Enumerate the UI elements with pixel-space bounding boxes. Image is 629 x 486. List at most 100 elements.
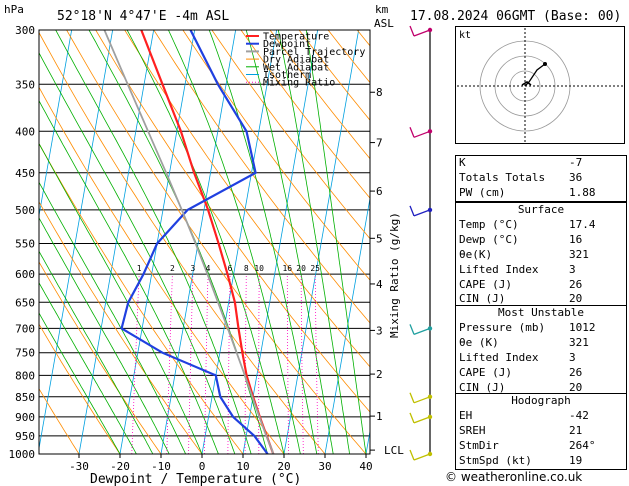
wind-barb-dot — [427, 129, 433, 134]
most-unstable-title: Most Unstable — [497, 306, 585, 319]
km-tick-label: 2 — [376, 368, 383, 381]
pressure-tick-label: 550 — [15, 237, 35, 250]
wet-adiabat-line — [88, 30, 268, 454]
hodograph-title: Hodograph — [511, 394, 571, 407]
credit-text: © weatheronline.co.uk — [445, 470, 583, 484]
hodograph-storm-motion — [521, 81, 532, 86]
location-title: 52°18'N 4°47'E -4m ASL — [57, 9, 229, 24]
pressure-tick-label: 950 — [15, 430, 35, 443]
wind-barb — [409, 412, 431, 424]
dry-adiabat-line — [95, 30, 370, 413]
pressure-tick-label: 800 — [15, 369, 35, 382]
x-axis-label: Dewpoint / Temperature (°C) — [90, 472, 301, 486]
km-tick-label: LCL — [384, 444, 404, 457]
hodo-row: SREH 21 — [459, 423, 583, 437]
km-tick-label: 3 — [376, 324, 383, 337]
legend-label: Dry Adiabat — [263, 55, 329, 66]
mixing-ratio-line — [300, 274, 304, 454]
surface-row: θe(K) 321 — [459, 247, 589, 261]
wet-adiabat-line — [39, 312, 121, 454]
x-tick-label: -30 — [69, 460, 89, 473]
mixing-ratio-line — [258, 274, 260, 454]
wet-adiabat-line — [277, 30, 350, 454]
pressure-tick-label: 900 — [15, 411, 35, 424]
pressure-tick-label: 1000 — [9, 448, 36, 461]
dry-adiabat-line — [39, 387, 80, 454]
hodo-row: StmDir 264° — [459, 438, 596, 452]
x-tick-label: -10 — [151, 460, 171, 473]
legend-label: Dewpoint — [263, 39, 311, 50]
mixing-ratio-label: 3 — [190, 264, 195, 273]
dry-adiabat-line — [39, 261, 162, 454]
wind-barb — [409, 205, 431, 217]
mixing-ratio-line — [286, 274, 290, 454]
hodograph-trace — [524, 63, 546, 87]
legend-label: Temperature — [263, 32, 329, 43]
mixing-ratio-axis-label: Mixing Ratio (g/kg) — [388, 212, 401, 338]
pressure-tick-label: 700 — [15, 322, 35, 335]
wind-barb-dot — [427, 394, 433, 399]
hodograph-kt-label: kt — [459, 30, 471, 41]
dry-adiabat-line — [39, 86, 285, 454]
wet-adiabat-line — [39, 250, 154, 454]
dry-adiabat-line — [211, 30, 370, 240]
km-tick-label: 7 — [376, 137, 383, 150]
isotherm-line — [39, 30, 114, 451]
datetime-title: 17.08.2024 06GMT (Base: 00) — [410, 9, 621, 24]
wind-barb — [409, 25, 431, 37]
isotherm-line — [78, 30, 155, 454]
wet-adiabat-line — [126, 30, 285, 454]
mixing-ratio-line — [188, 274, 194, 454]
isotherm-line — [39, 30, 73, 218]
hodograph-end-point — [543, 62, 547, 66]
wet-adiabat-line — [245, 30, 334, 454]
x-tick-label: 0 — [199, 460, 206, 473]
pressure-tick-label: 400 — [15, 125, 35, 138]
mu-row: θe (K) 321 — [459, 335, 589, 349]
dry-adiabat-line — [182, 30, 370, 281]
pressure-tick-label: 450 — [15, 167, 35, 180]
km-tick-label: 5 — [376, 232, 383, 245]
mu-row: Lifted Index 3 — [459, 350, 576, 364]
surface-row: Temp (°C) 17.4 — [459, 217, 596, 231]
wet-adiabat-line — [55, 30, 252, 454]
wind-barb — [409, 392, 431, 404]
indices-table: K -7 Totals Totals 36 PW (cm) 1.88 — [455, 155, 627, 202]
x-tick-label: 10 — [236, 460, 249, 473]
mixing-ratio-line — [131, 274, 140, 454]
mixing-ratio-line — [227, 274, 231, 454]
wind-barb-dot — [427, 326, 433, 331]
wind-barb — [409, 127, 431, 138]
mixing-ratio-line — [166, 274, 173, 454]
isotherm-line — [324, 196, 370, 454]
isotherm-line — [160, 30, 237, 454]
pressure-tick-label: 650 — [15, 296, 35, 309]
mixing-ratio-label: 8 — [244, 264, 249, 273]
mixing-ratio-label: 10 — [254, 264, 264, 273]
mixing-ratio-label: 25 — [310, 264, 320, 273]
dry-adiabat-line — [39, 201, 203, 454]
x-tick-label: 20 — [277, 460, 290, 473]
mixing-ratio-label: 2 — [170, 264, 175, 273]
surface-row: Lifted Index 3 — [459, 262, 576, 276]
hodograph-plot: kt — [455, 26, 625, 144]
km-tick-label: 4 — [376, 278, 383, 291]
plot-frame — [38, 29, 371, 455]
km-label: km — [375, 3, 389, 16]
dry-adiabat-line — [269, 30, 370, 160]
index-row-tt: Totals Totals 36 — [459, 170, 583, 184]
wind-barb-dot — [427, 414, 433, 420]
legend-label: Parcel Trajectory — [263, 47, 365, 58]
legend-label: Isotherm — [263, 70, 311, 81]
mu-row: CIN (J) 20 — [459, 380, 583, 394]
mixing-ratio-line — [314, 274, 319, 454]
wet-adiabat-line — [39, 52, 236, 454]
wet-adiabat-line — [39, 181, 186, 454]
hodograph-table: Hodograph EH -42 SREH 21 StmDir 264° StmSpd… — [455, 393, 627, 470]
wind-barb-dot — [427, 27, 433, 33]
pressure-tick-label: 300 — [15, 24, 35, 37]
x-tick-label: 30 — [318, 460, 331, 473]
isotherm-line — [283, 30, 360, 454]
dry-adiabat-line — [66, 30, 367, 454]
